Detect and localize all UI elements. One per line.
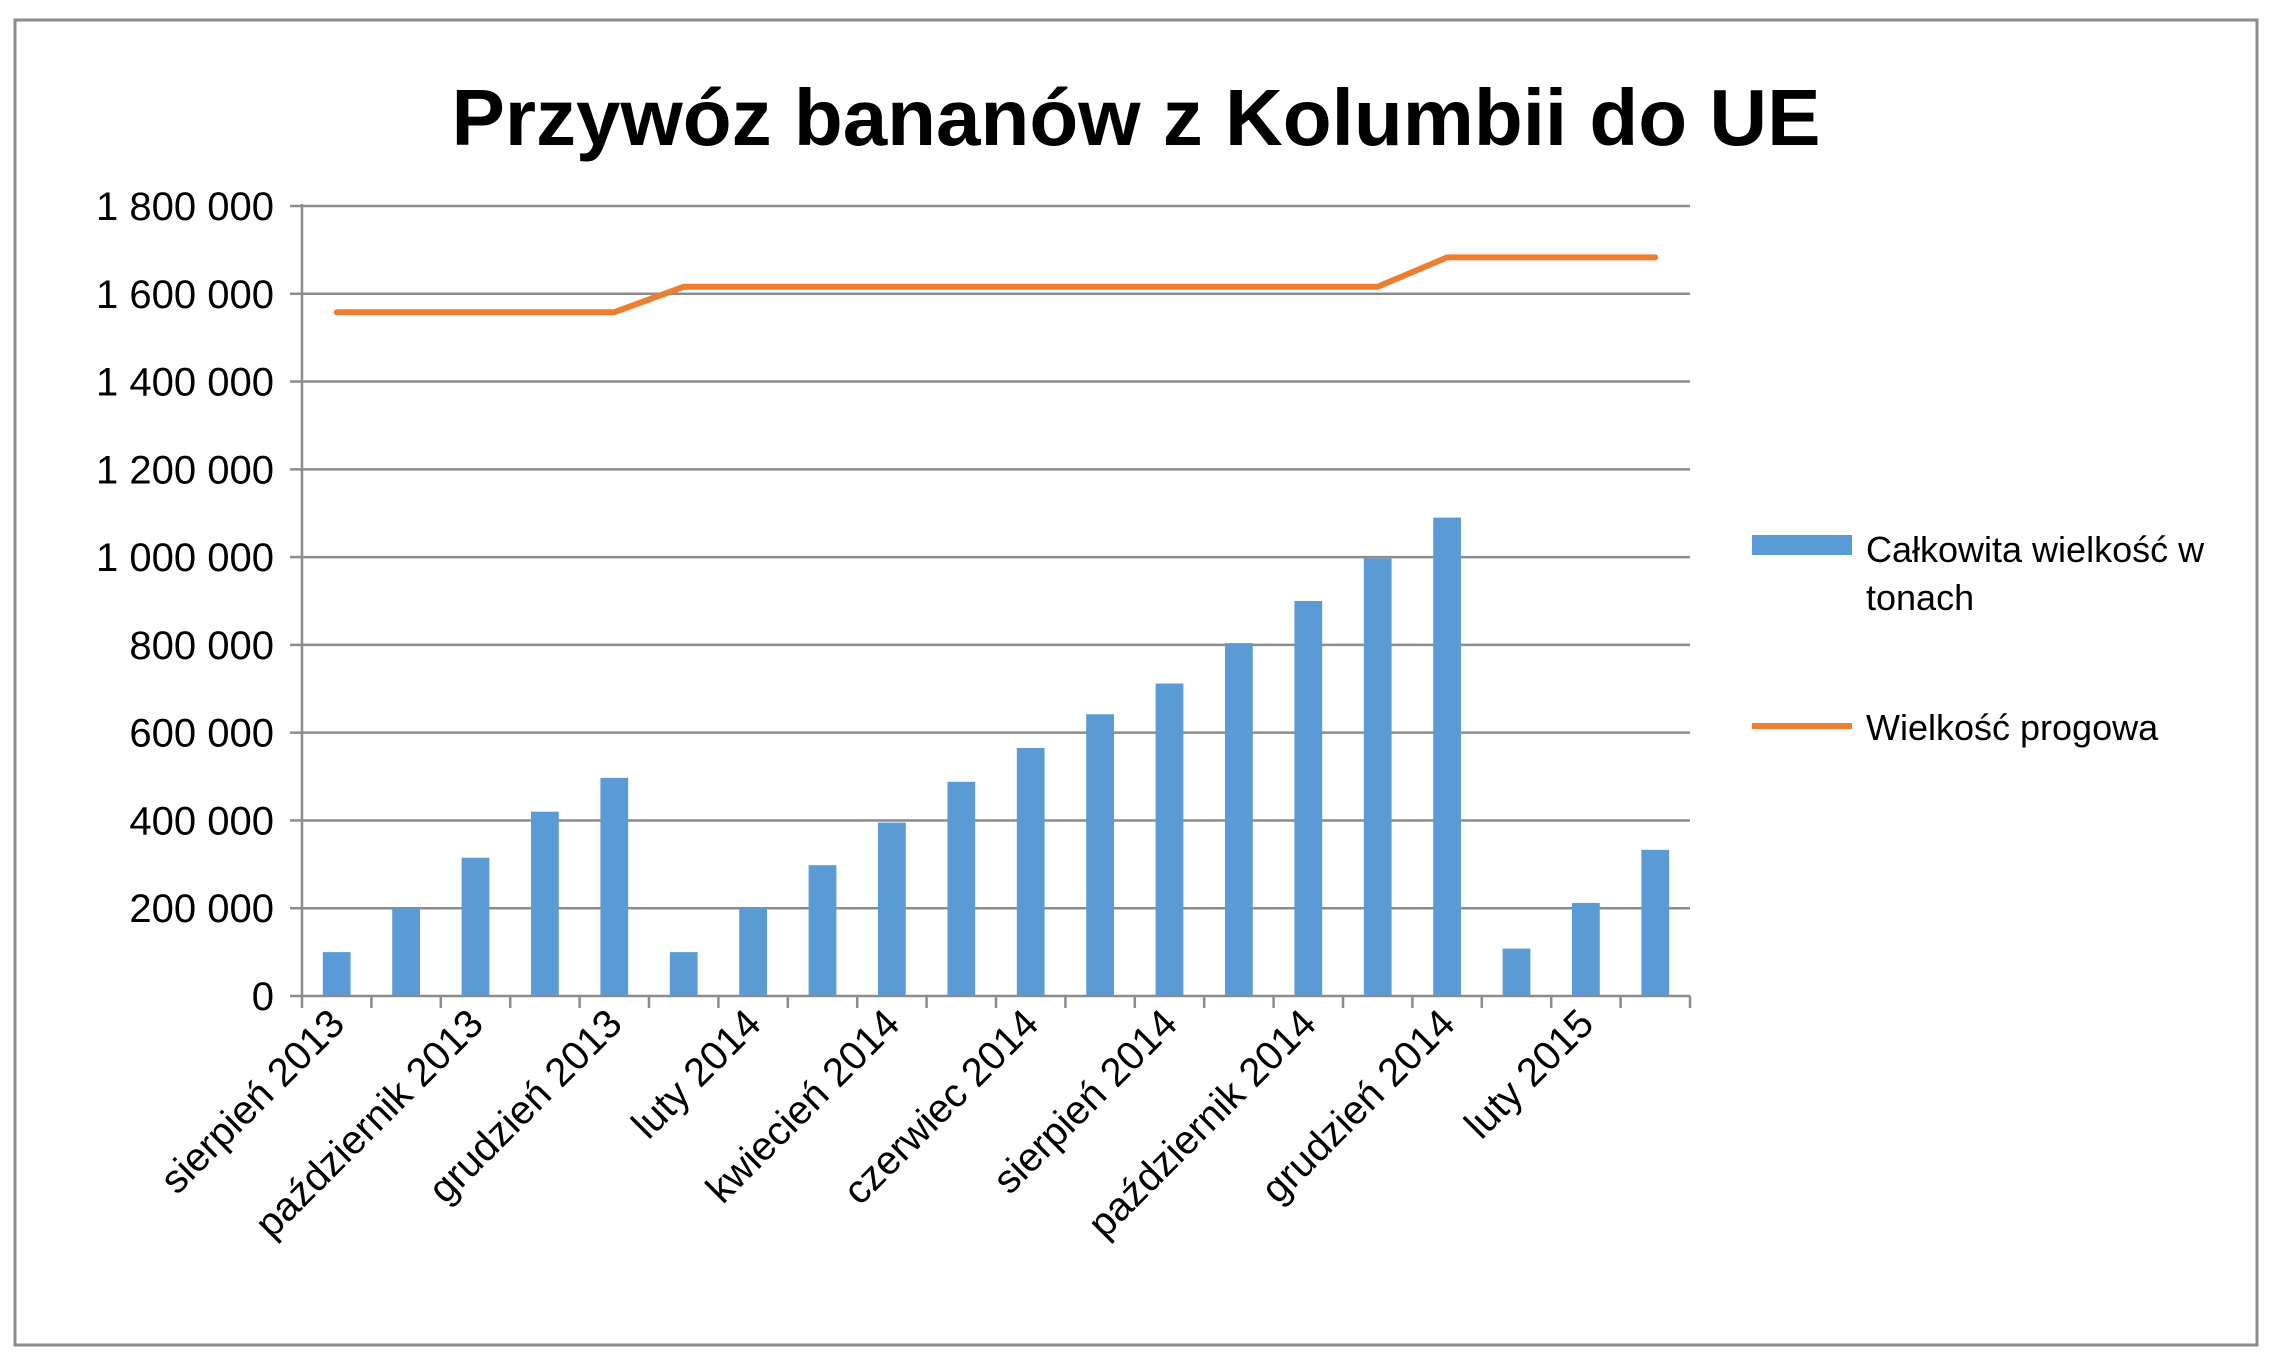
chart-title: Przywóz bananów z Kolumbii do UE: [452, 73, 1821, 162]
y-tick-label: 1 800 000: [96, 185, 274, 229]
bar-series: [322, 517, 1670, 996]
legend-swatch-bar: [1752, 535, 1852, 555]
y-tick-label: 400 000: [129, 799, 274, 843]
bar: [947, 781, 976, 996]
bar: [1641, 849, 1670, 996]
bar: [322, 952, 351, 996]
bar: [739, 908, 767, 996]
line-series: [333, 254, 1659, 316]
bar: [1225, 643, 1253, 996]
bar: [878, 822, 906, 996]
bar: [1433, 517, 1461, 996]
bar: [392, 908, 420, 996]
y-tick-label: 0: [252, 975, 274, 1019]
bar: [669, 952, 698, 996]
bar: [1155, 683, 1184, 996]
y-tick-label: 1 000 000: [96, 536, 274, 580]
bar: [531, 811, 559, 996]
chart-border: [13, 18, 2259, 1347]
bar: [1572, 902, 1600, 996]
legend: Całkowita wielkość w tonach Wielkość progo…: [1752, 529, 2205, 748]
y-tick-label: 800 000: [129, 624, 274, 668]
threshold-line: [333, 254, 1659, 316]
y-tick-label: 600 000: [129, 712, 274, 756]
y-tick-label: 1 200 000: [96, 448, 274, 492]
bar: [461, 857, 490, 996]
legend-label-bar: Całkowita wielkość w tonach: [1866, 529, 2205, 618]
bar: [1363, 558, 1392, 996]
legend-label-line: Wielkość progowa: [1866, 707, 2159, 748]
bar: [1086, 714, 1114, 996]
y-tick-label: 1 400 000: [96, 361, 274, 405]
y-tick-label: 200 000: [129, 887, 274, 931]
bar: [1016, 748, 1045, 996]
bar: [600, 777, 629, 996]
bar: [1502, 948, 1531, 996]
bar: [1294, 601, 1323, 996]
bar: [808, 865, 837, 996]
y-tick-label: 1 600 000: [96, 273, 274, 317]
